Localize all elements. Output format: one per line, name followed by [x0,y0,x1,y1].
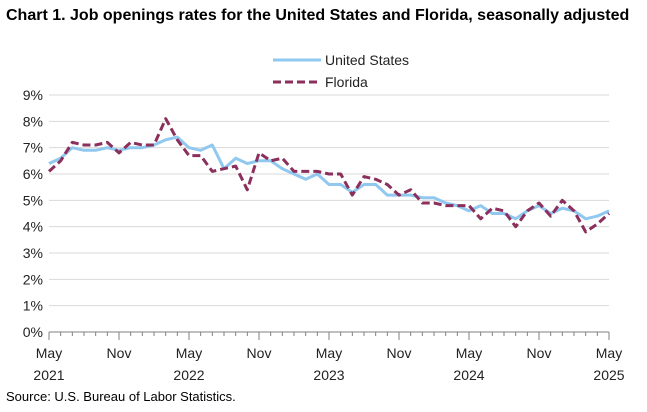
x-tick-label-month: Nov [387,345,412,361]
axes [48,331,610,340]
x-axis-tick-labels: May 2021 Nov May 2022 Nov May 2023 Nov May 2024 Nov… [33,345,624,383]
x-tick-label-year: 2022 [173,367,204,383]
y-tick-label: 4% [23,219,43,235]
legend: United States Florida [273,52,409,90]
x-tick-label-year: 2023 [313,367,344,383]
legend-label: Florida [325,74,368,90]
y-tick-label: 9% [23,87,43,103]
source-note: Source: U.S. Bureau of Labor Statistics. [6,389,236,404]
series-line-united-states [48,135,610,221]
y-axis-tick-labels: 0% 1% 2% 3% 4% 5% 6% 7% 8% 9% [23,87,43,340]
x-tick-label-month: May [316,345,342,361]
y-tick-label: 8% [23,113,43,129]
x-tick-label-month: Nov [107,345,132,361]
y-tick-label: 6% [23,166,43,182]
x-tick-label-year: 2024 [453,367,484,383]
x-tick-label-month: May [596,345,622,361]
series-lines [47,117,611,234]
x-tick-label-month: May [36,345,62,361]
x-tick-label-month: Nov [247,345,272,361]
y-tick-label: 3% [23,245,43,261]
y-tick-label: 2% [23,271,43,287]
x-tick-label-year: 2025 [593,367,624,383]
legend-label: United States [325,52,409,68]
y-tick-label: 5% [23,192,43,208]
y-tick-label: 7% [23,140,43,156]
chart-title: Chart 1. Job openings rates for the Unit… [6,7,630,24]
series-line-florida [47,117,611,234]
x-tick-label-month: May [176,345,202,361]
x-tick-label-month: Nov [527,345,552,361]
grid-lines [49,94,609,307]
x-tick-label-year: 2021 [33,367,64,383]
y-tick-label: 1% [23,298,43,314]
x-tick-label-month: May [456,345,482,361]
y-tick-label: 0% [23,324,43,340]
